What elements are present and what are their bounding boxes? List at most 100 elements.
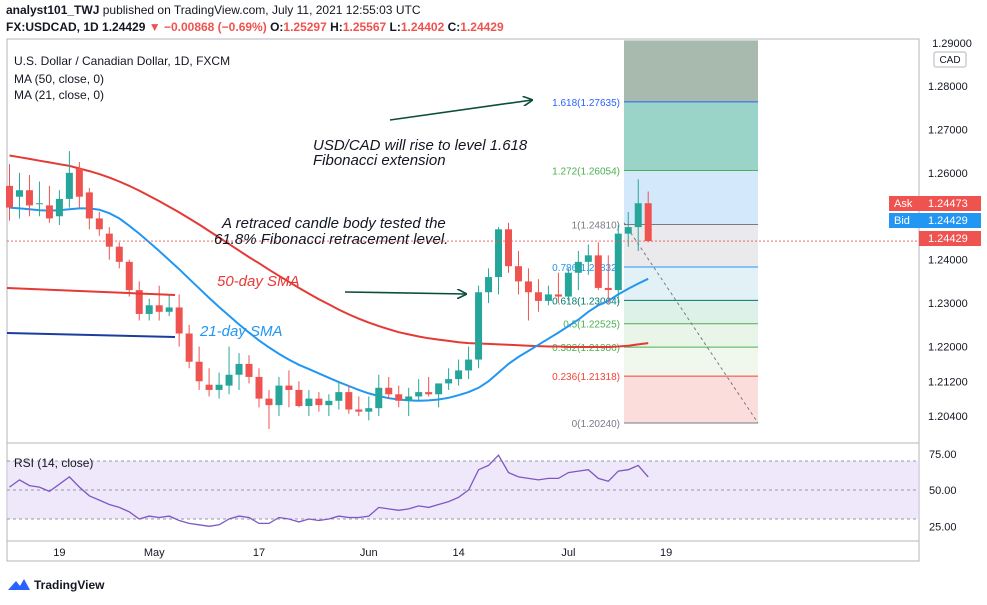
arrow-to-retracement <box>344 292 466 294</box>
time-tick: 14 <box>452 547 464 559</box>
candle <box>305 389 313 416</box>
candle <box>405 387 413 416</box>
candle <box>145 298 153 321</box>
candle <box>235 353 243 390</box>
candle <box>345 385 353 414</box>
candle <box>584 244 592 275</box>
tradingview-wordmark: TradingView <box>34 578 105 592</box>
fib-level-label: 0.618(1.23064) <box>552 296 620 307</box>
candle-body <box>415 392 423 397</box>
time-axis[interactable]: 19 May 17 Jun 14 Jul 19 <box>53 547 672 559</box>
candle-body <box>405 396 413 401</box>
candle <box>45 185 53 223</box>
close-value: 1.24429 <box>460 20 504 34</box>
candle-body <box>175 307 183 334</box>
candle <box>75 161 83 208</box>
candle-body <box>624 227 632 234</box>
rsi-tick: 50.00 <box>929 485 957 497</box>
quote-label-box <box>889 196 919 211</box>
ma21-legend: MA (21, close, 0) <box>14 88 104 102</box>
time-tick: 19 <box>660 547 672 559</box>
candle-body <box>435 383 443 395</box>
low-value: 1.24402 <box>400 20 445 34</box>
candle-body <box>185 333 193 362</box>
candle-body <box>225 374 233 386</box>
candle-body <box>135 290 143 314</box>
candle <box>365 396 373 421</box>
sma21-line <box>9 206 649 402</box>
candle-body <box>554 294 562 297</box>
candle <box>505 222 512 273</box>
candle <box>245 355 253 384</box>
candle <box>115 242 123 269</box>
candle <box>495 227 503 295</box>
sma50-line <box>9 154 649 348</box>
candle-body <box>505 229 512 267</box>
candle-body <box>85 192 93 219</box>
candle <box>25 175 33 217</box>
quote-label: Ask <box>894 198 913 210</box>
fib-level-label: 0.236(1.21318) <box>552 372 620 383</box>
candle <box>175 294 183 347</box>
candle-body <box>385 387 393 395</box>
candle <box>564 268 572 301</box>
candle <box>65 151 73 208</box>
candle-body <box>465 359 473 371</box>
candle <box>285 370 293 408</box>
close-label: C: <box>447 20 461 34</box>
candle <box>385 376 393 399</box>
time-tick: Jul <box>561 547 575 559</box>
candle-body <box>245 363 253 377</box>
candle-body <box>15 190 23 197</box>
candle-body <box>395 394 403 401</box>
tradingview-logo[interactable]: TradingView <box>8 578 104 592</box>
fib-level-label: 0.5(1.22525) <box>563 320 620 331</box>
candle <box>455 359 463 386</box>
author-name[interactable]: analyst101_TWJ <box>6 3 100 17</box>
candle-body <box>534 292 542 301</box>
currency-badge[interactable] <box>933 51 967 68</box>
candle <box>295 381 303 408</box>
fib-zone <box>624 300 758 324</box>
publish-text: published on TradingView.com, July 11, 2… <box>99 3 421 17</box>
candle-body <box>614 233 622 291</box>
quote-value-box <box>919 213 981 228</box>
ohlc-bar: FX:USDCAD, 1D 1.24429 ▼ −0.00868 (−0.69%… <box>6 20 504 34</box>
fib-zone <box>624 170 758 225</box>
candle <box>514 251 522 295</box>
sma50-legend-line <box>6 287 176 296</box>
candle-body <box>495 229 503 278</box>
fib-level-label: 1.618(1.27635) <box>552 98 620 109</box>
candle <box>6 164 13 221</box>
candle-body <box>475 292 483 360</box>
last-price-value: 1.24429 <box>928 233 968 245</box>
candle <box>55 190 63 225</box>
candle <box>95 211 103 236</box>
rsi-legend: RSI (14, close) <box>14 456 93 470</box>
publish-info: analyst101_TWJ published on TradingView.… <box>6 3 420 17</box>
time-tick: 19 <box>53 547 65 559</box>
fib-level-label: 0(1.20240) <box>572 419 620 430</box>
candle-body <box>305 398 313 407</box>
open-value: 1.25297 <box>283 20 327 34</box>
candle-body <box>425 392 433 395</box>
candle-body <box>375 387 383 409</box>
candle <box>544 285 552 306</box>
candle-body <box>514 266 522 282</box>
candle-body <box>644 203 652 242</box>
candle-body <box>485 277 493 293</box>
candle-body <box>145 305 153 314</box>
candle <box>634 179 642 251</box>
candle <box>155 285 163 321</box>
chart-title: U.S. Dollar / Canadian Dollar, 1D, FXCM <box>14 54 230 68</box>
candle-body <box>55 198 63 217</box>
candle-body <box>205 384 213 390</box>
candle-body <box>125 261 133 291</box>
fibonacci-extension-tool[interactable]: 1.618(1.27635) 1.272(1.26054) 1(1.24810) 0.… <box>552 40 759 430</box>
candle-body <box>35 203 43 205</box>
price-axis[interactable]: 1.29000CAD1.280001.270001.260001.250001.… <box>889 38 981 533</box>
candle-body <box>455 370 463 380</box>
candle <box>325 394 333 416</box>
candle-body <box>255 376 263 399</box>
